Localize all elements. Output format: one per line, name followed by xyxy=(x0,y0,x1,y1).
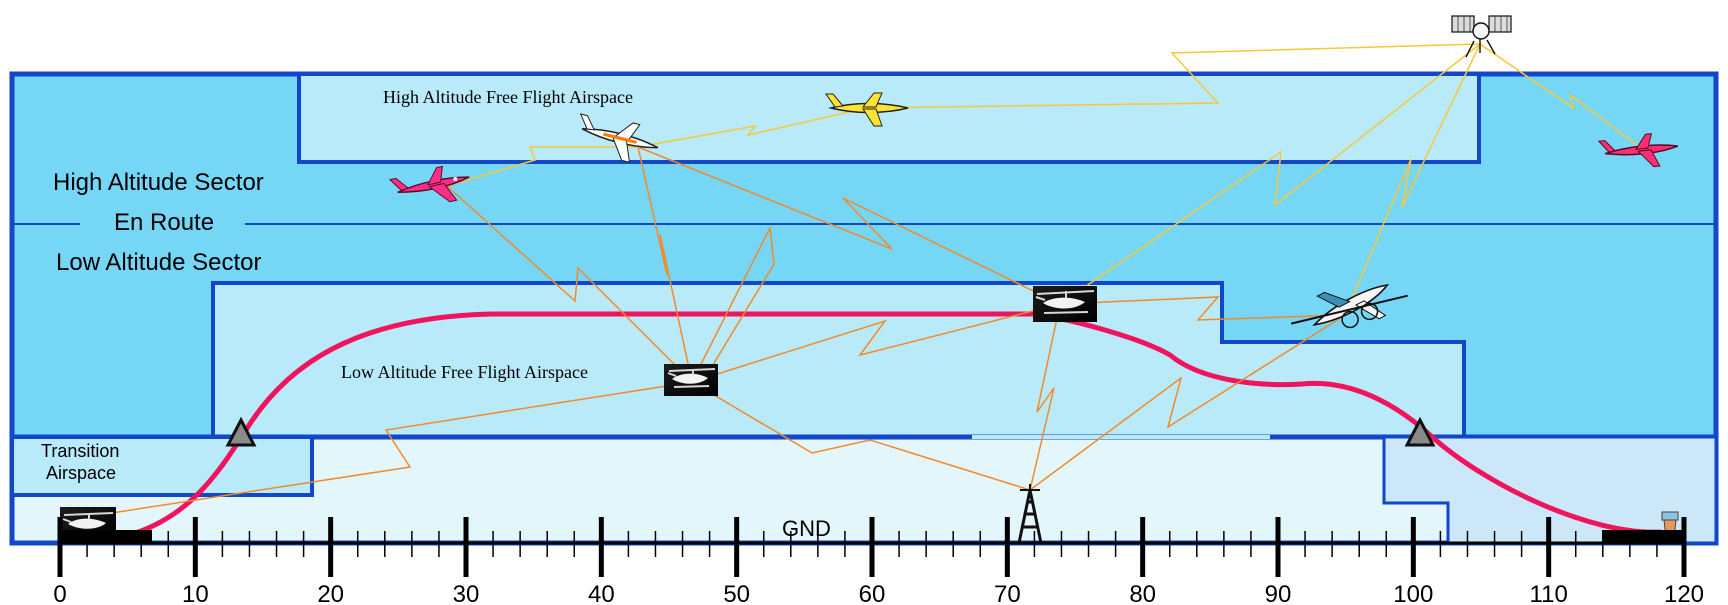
satellite-icon xyxy=(1451,15,1512,58)
ground-link-c xyxy=(637,146,1061,305)
ground-link-a xyxy=(446,185,693,383)
satellite-link-b xyxy=(637,107,868,148)
high-altitude-free-flight-airspace xyxy=(297,72,1481,164)
satellite-link-c xyxy=(866,43,1481,109)
ground-link-b xyxy=(637,146,693,383)
axis-tick-label: 50 xyxy=(723,581,750,605)
transition-airspace xyxy=(10,435,314,497)
high-free-flight-label: High Altitude Free Flight Airspace xyxy=(383,87,633,107)
transition-label-line1: Transition xyxy=(41,441,119,461)
axis-tick-label: 90 xyxy=(1265,581,1292,605)
airplane-yellow-icon xyxy=(825,92,909,127)
axis-tick-label: 110 xyxy=(1530,581,1568,605)
satellite-link-e xyxy=(1344,43,1481,316)
tiltrotor-aircraft-icon xyxy=(1290,283,1408,329)
ground-label: GND xyxy=(782,516,831,541)
axis-tick-label: 40 xyxy=(588,581,615,605)
axis-tick-label: 0 xyxy=(53,581,66,605)
airplane-red-right-icon xyxy=(1597,133,1679,168)
high-sector-label: High Altitude Sector xyxy=(53,169,264,196)
satellite-link-lines xyxy=(446,43,1642,316)
low-sector-label: Low Altitude Sector xyxy=(56,249,261,276)
transition-label-line2: Airspace xyxy=(46,463,116,483)
en-route-label: En Route xyxy=(114,209,214,236)
satellite-link-d xyxy=(1059,43,1481,305)
axis-tick-label: 30 xyxy=(453,581,480,605)
axis-tick-label: 120 xyxy=(1664,581,1704,605)
ground-station-tower-icon xyxy=(1017,484,1043,544)
ground-link-lines xyxy=(91,146,1346,517)
satellite-link-a xyxy=(446,146,638,187)
ground-pad-left xyxy=(60,530,152,543)
ground-pad-right xyxy=(1602,530,1686,543)
airplane-magenta-icon xyxy=(388,165,470,203)
ground-link-e xyxy=(691,303,1061,383)
distance-axis: 0 10 20 30 40 50 60 70 80 90 100 110 120 xyxy=(53,517,1704,605)
low-free-flight-label: Low Altitude Free Flight Airspace xyxy=(341,362,588,382)
ground-link-g xyxy=(1029,303,1061,491)
waypoint-triangle-icon xyxy=(1404,416,1436,447)
ground-link-h xyxy=(1029,314,1346,491)
axis-tick-label: 100 xyxy=(1393,581,1433,605)
ground-link-d xyxy=(691,225,775,383)
axis-tick-label: 20 xyxy=(317,581,344,605)
helicopter-photo-icon xyxy=(664,364,718,396)
axis-tick-label: 70 xyxy=(994,581,1021,605)
ground-link-j xyxy=(91,381,693,517)
ground-link-i xyxy=(1059,296,1346,321)
helicopter-photo-icon xyxy=(1033,286,1097,322)
axis-tick-label: 10 xyxy=(182,581,209,605)
airplane-white-icon xyxy=(579,113,659,163)
ground-link-f xyxy=(691,381,1031,491)
satellite-link-f xyxy=(1479,43,1642,149)
waypoint-triangle-icon xyxy=(225,416,257,447)
axis-tick-label: 60 xyxy=(859,581,886,605)
axis-tick-label: 80 xyxy=(1129,581,1156,605)
